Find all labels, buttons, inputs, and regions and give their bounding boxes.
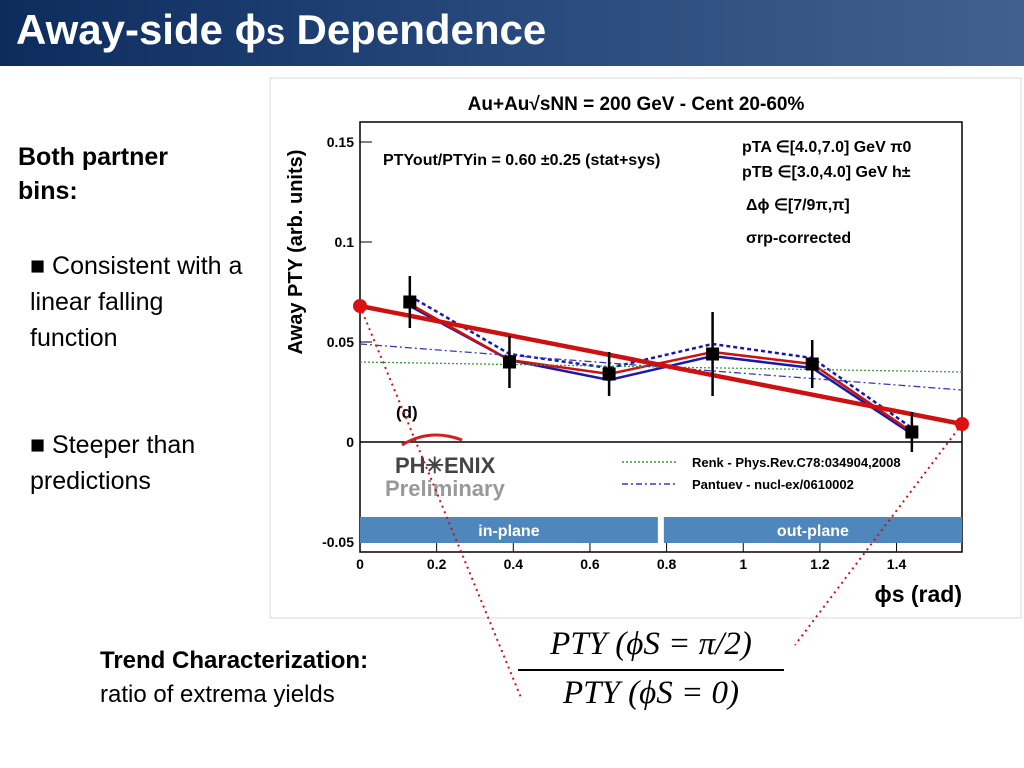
y-tick-label: 0	[346, 434, 354, 450]
phenix-logo: PH✳ENIX Preliminary	[385, 433, 506, 501]
y-tick-label: -0.05	[322, 534, 354, 550]
fraction-bar	[518, 669, 784, 671]
logo-preliminary: Preliminary	[385, 476, 506, 501]
cut-3: Δϕ ∈[7/9π,π]	[746, 197, 850, 214]
cut-2: pTB ∈[3.0,4.0] GeV h±	[742, 164, 911, 181]
ratio-formula: PTY (ϕS = π/2) PTY (ϕS = 0)	[512, 626, 790, 712]
cut-4: σrp-corrected	[746, 230, 851, 247]
guide-lines	[359, 305, 963, 701]
region-label: in-plane	[478, 523, 539, 540]
region-out-plane	[663, 517, 962, 543]
title-bar: Away-side ϕS Dependence	[0, 0, 1024, 66]
cuts-box: pTA ∈[4.0,7.0] GeV π0 pTB ∈[3.0,4.0] GeV…	[742, 139, 911, 247]
formula-denominator: PTY (ϕS = 0)	[563, 675, 739, 711]
series-layer	[353, 294, 969, 443]
x-ticks: 0 0.2 0.4 0.6 0.8 1 1.2 1.4	[356, 542, 906, 572]
cut-1: pTA ∈[4.0,7.0] GeV π0	[742, 139, 911, 156]
data-point	[706, 347, 720, 361]
region-label: out-plane	[777, 523, 849, 540]
y-axis-label: Away PTY (arb. units)	[285, 150, 307, 355]
region-band: in-plane out-plane	[360, 517, 962, 543]
logo-text: PH✳ENIX	[395, 453, 496, 478]
y-tick-label: 0.1	[335, 234, 355, 250]
x-tick-label: 0.8	[657, 556, 677, 572]
data-point	[805, 357, 819, 371]
section-heading: Both partner bins:	[18, 143, 168, 205]
x-tick-label: 0.4	[504, 556, 524, 572]
trend-label: Trend Characterization:	[100, 647, 369, 674]
legend-renk: Renk - Phys.Rev.C78:034904,2008	[692, 455, 901, 470]
y-tick-label: 0.05	[327, 334, 354, 350]
plot-area	[359, 121, 963, 553]
formula-numerator: PTY (ϕS = π/2)	[550, 626, 752, 662]
trend-characterization: Trend Characterization: ratio of extrema…	[100, 644, 368, 712]
bullet-linear: ■ Consistent with a linear falling funct…	[30, 252, 243, 352]
slide-title: Away-side ϕS Dependence	[16, 6, 547, 53]
ratio-annotation: PTYout/PTYin = 0.60 ±0.25 (stat+sys)	[383, 152, 660, 169]
points-layer	[403, 276, 919, 452]
x-tick-label: 0.6	[580, 556, 600, 572]
data-point	[502, 355, 516, 369]
guide-to-denominator	[359, 305, 523, 701]
x-tick-label: 1.2	[810, 556, 830, 572]
trend-description: ratio of extrema yields	[100, 681, 335, 708]
chart-title: Au+Au√sNN = 200 GeV - Cent 20-60%	[468, 94, 805, 115]
data-point	[602, 367, 616, 381]
legend: Renk - Phys.Rev.C78:034904,2008 Pantuev …	[622, 455, 901, 492]
region-in-plane	[360, 517, 658, 543]
guide-to-numerator	[794, 423, 963, 646]
logo-swoosh	[401, 433, 463, 447]
x-tick-label: 0	[356, 556, 364, 572]
x-tick-label: 0.2	[427, 556, 447, 572]
y-tick-label: 0.15	[327, 134, 354, 150]
series-linear_fit	[359, 303, 963, 427]
x-tick-label: 1.4	[887, 556, 907, 572]
bullet-steeper: ■ Steeper than predictions	[30, 431, 196, 495]
data-point	[905, 425, 919, 439]
x-tick-label: 1	[739, 556, 747, 572]
data-point	[403, 295, 417, 309]
legend-pantuev: Pantuev - nucl-ex/0610002	[692, 477, 854, 492]
x-axis-label: ϕs (rad)	[874, 581, 962, 607]
panel-label: (d)	[396, 403, 418, 422]
